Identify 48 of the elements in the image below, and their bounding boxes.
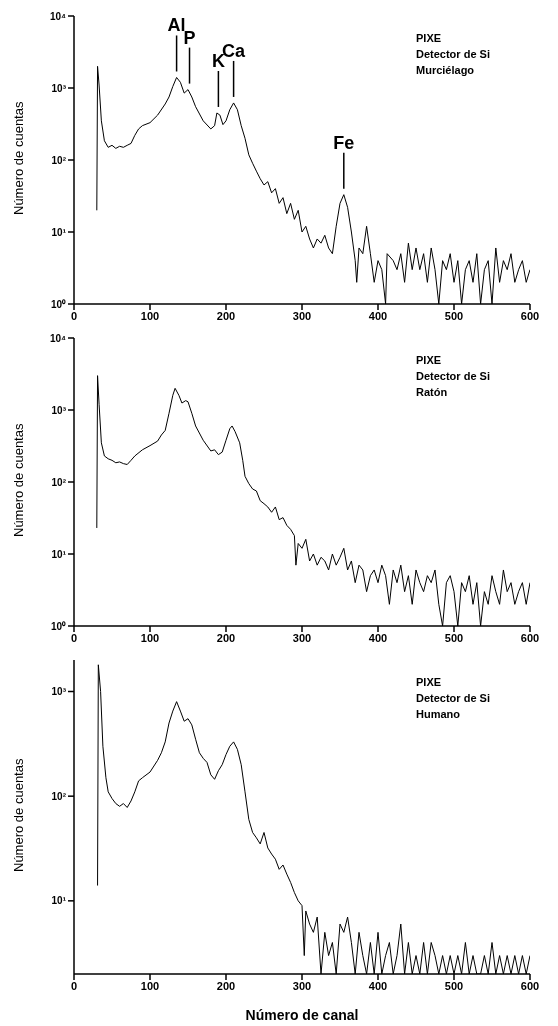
annotation: PIXE — [416, 31, 443, 46]
x-tick-label: 500 — [444, 979, 464, 992]
y-tick-label: 10³ — [51, 686, 67, 698]
x-tick-label: 500 — [444, 631, 464, 644]
y-tick-label: 10¹ — [51, 895, 67, 907]
annotation: Fe — [333, 132, 355, 153]
y-axis-title: Número de cuentas — [10, 423, 26, 537]
x-tick-label: 0 — [70, 979, 78, 992]
x-tick-label: 500 — [444, 309, 464, 322]
x-tick-label: 100 — [140, 631, 160, 644]
y-tick-label: 10² — [51, 154, 67, 166]
y-tick-label: 10² — [51, 476, 67, 488]
y-tick-label: 10⁰ — [50, 620, 66, 632]
x-tick-label: 300 — [292, 309, 312, 322]
x-tick-label: 600 — [520, 309, 540, 322]
y-tick-label: 10⁴ — [49, 10, 67, 22]
x-tick-label: 400 — [368, 979, 388, 992]
y-axis-title: Número de cuentas — [10, 101, 26, 215]
y-tick-label: 10⁰ — [50, 298, 66, 310]
y-tick-label: 10² — [51, 790, 67, 802]
annotation: PIXE — [416, 675, 443, 690]
x-tick-label: 200 — [216, 631, 236, 644]
x-tick-label: 200 — [216, 979, 236, 992]
annotation: Detector de Si — [416, 369, 490, 384]
x-tick-label: 100 — [140, 309, 160, 322]
y-tick-label: 10³ — [51, 404, 67, 416]
x-tick-label: 0 — [70, 631, 78, 644]
y-tick-label: 10³ — [51, 82, 67, 94]
x-tick-label: 200 — [216, 309, 236, 322]
x-tick-label: 400 — [368, 309, 388, 322]
annotation: Detector de Si — [416, 691, 490, 706]
x-tick-label: 0 — [70, 309, 78, 322]
y-tick-label: 10¹ — [51, 548, 67, 560]
annotation: Ratón — [416, 385, 449, 400]
x-tick-label: 300 — [292, 979, 312, 992]
y-tick-label: 10⁴ — [49, 332, 67, 344]
annotation: Detector de Si — [416, 47, 490, 62]
y-axis-title: Número de cuentas — [10, 758, 26, 872]
x-tick-label: 600 — [520, 631, 540, 644]
x-axis-title: Número de canal — [245, 1007, 359, 1023]
annotation: PIXE — [416, 353, 443, 368]
x-tick-label: 600 — [520, 979, 540, 992]
y-tick-label: 10¹ — [51, 226, 67, 238]
annotation: Murciélago — [416, 63, 476, 78]
annotation: Humano — [416, 707, 461, 722]
x-tick-label: 300 — [292, 631, 312, 644]
x-tick-label: 400 — [368, 631, 388, 644]
x-tick-label: 100 — [140, 979, 160, 992]
